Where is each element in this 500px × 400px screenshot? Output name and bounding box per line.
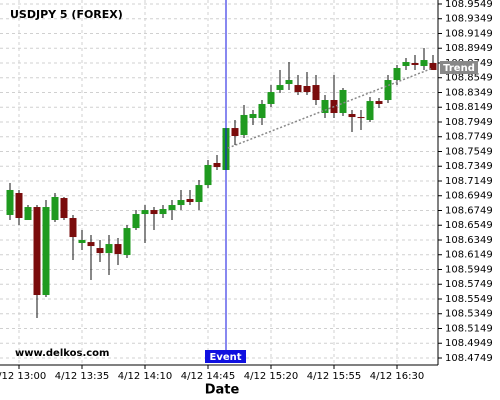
candles <box>6 48 437 319</box>
trend-label: Trend <box>443 63 475 74</box>
candle-body <box>105 244 113 254</box>
candle-body <box>42 207 50 296</box>
candle-body <box>375 101 383 104</box>
candle-body <box>285 80 293 85</box>
event-label-box <box>205 350 246 363</box>
y-tick-label: 108.4949 <box>445 338 493 349</box>
candle-body <box>132 214 140 229</box>
candle-body <box>60 198 68 219</box>
y-tick-label: 108.8149 <box>445 102 493 113</box>
x-tick-label: 4/12 13:00 <box>0 371 46 382</box>
y-tick-label: 108.5549 <box>445 294 493 305</box>
y-tick-label: 108.6549 <box>445 220 493 231</box>
candle-body <box>294 85 302 93</box>
x-tick-label: 4/12 16:30 <box>370 371 424 382</box>
y-tick-label: 108.7349 <box>445 161 493 172</box>
candle-body <box>6 189 14 215</box>
candle-body <box>267 92 275 104</box>
candle-body <box>249 114 257 119</box>
candle-body <box>402 62 410 67</box>
y-tick-label: 108.9349 <box>445 14 493 25</box>
candle-body <box>114 244 122 255</box>
candle-body <box>231 128 239 136</box>
candle-body <box>168 205 176 211</box>
event-label: Event <box>209 352 241 363</box>
candle-body <box>348 114 356 118</box>
chart-title: USDJPY 5 (FOREX) <box>10 8 123 21</box>
candle-body <box>123 228 131 256</box>
y-tick-label: 108.5749 <box>445 279 493 290</box>
candle-body <box>78 239 86 244</box>
candle-body <box>303 85 311 93</box>
candle-body <box>24 207 32 221</box>
candle-body <box>159 209 167 215</box>
candle-body <box>276 85 284 90</box>
candle-body <box>177 200 185 206</box>
trend-line <box>227 67 434 149</box>
candle-body <box>204 164 212 186</box>
y-tick-label: 108.9149 <box>445 28 493 39</box>
y-tick-label: 108.5149 <box>445 323 493 334</box>
candle-body <box>411 62 419 65</box>
candle-body <box>15 193 23 219</box>
candle-body <box>429 62 437 70</box>
x-tick-label: 4/12 15:20 <box>244 371 298 382</box>
y-tick-label: 108.4749 <box>445 353 493 364</box>
candle-body <box>384 80 392 101</box>
candle-body <box>186 198 194 203</box>
x-axis-title: Date <box>205 383 240 398</box>
y-tick-label: 108.8349 <box>445 87 493 98</box>
candle-body <box>393 67 401 81</box>
y-tick-label: 108.7149 <box>445 176 493 187</box>
candle-body <box>87 242 95 247</box>
candle-body <box>339 89 347 113</box>
candle-body <box>420 60 428 67</box>
candle-body <box>258 103 266 119</box>
candle-body <box>240 114 248 136</box>
y-tick-label: 108.6349 <box>445 235 493 246</box>
trend-label-box <box>440 60 478 74</box>
x-tick-label: 4/12 14:10 <box>118 371 172 382</box>
candle-body <box>213 162 221 168</box>
candle-body <box>357 117 365 119</box>
y-tick-label: 108.5349 <box>445 309 493 320</box>
candle-body <box>69 218 77 238</box>
y-tick-label: 108.6949 <box>445 191 493 202</box>
x-tick-label: 4/12 14:45 <box>181 371 235 382</box>
y-tick-label: 108.8549 <box>445 73 493 84</box>
y-tick-label: 108.5949 <box>445 264 493 275</box>
x-tick-label: 4/12 13:35 <box>55 371 109 382</box>
y-tick-label: 108.7549 <box>445 146 493 157</box>
candle-body <box>33 207 41 296</box>
y-tick-label: 108.7749 <box>445 132 493 143</box>
y-tick-label: 108.7949 <box>445 117 493 128</box>
watermark: www.delkos.com <box>15 348 109 359</box>
y-tick-label: 108.6149 <box>445 250 493 261</box>
candle-body <box>141 210 149 215</box>
candle-body <box>312 85 320 101</box>
candle-body <box>366 101 374 120</box>
x-tick-label: 4/12 15:55 <box>307 371 361 382</box>
y-tick-label: 108.9549 <box>445 0 493 10</box>
y-tick-label: 108.6749 <box>445 205 493 216</box>
candle-body <box>96 248 104 254</box>
y-tick-label: 108.8949 <box>445 43 493 54</box>
candle-body <box>150 210 158 215</box>
candle-body <box>51 196 59 221</box>
candle-body <box>321 100 329 113</box>
candle-body <box>195 185 203 203</box>
